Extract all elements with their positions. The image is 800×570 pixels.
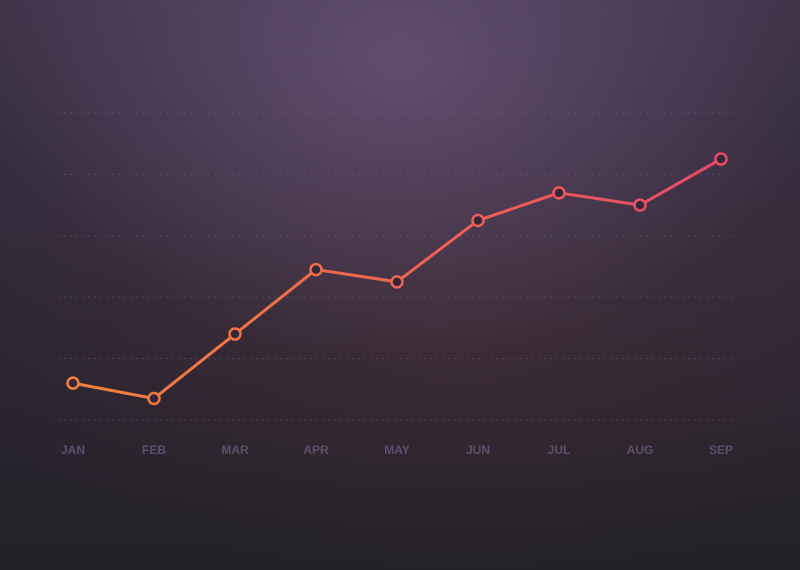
- data-point-apr[interactable]: [309, 262, 323, 277]
- x-axis-tick-labels: JAN FEB MAR APR MAY JUN JUL AUG SEP: [61, 443, 733, 457]
- data-point-jul[interactable]: [552, 186, 566, 200]
- data-point-jan[interactable]: [66, 376, 80, 390]
- x-tick-label-may: MAY: [384, 443, 410, 457]
- data-points: [66, 152, 728, 406]
- gridlines: [58, 112, 735, 421]
- data-point-mar[interactable]: [228, 327, 242, 341]
- data-point-jun[interactable]: [471, 213, 485, 228]
- data-point-may[interactable]: [390, 275, 404, 289]
- x-tick-label-apr: APR: [303, 443, 329, 457]
- x-tick-label-feb: FEB: [142, 443, 166, 457]
- x-tick-label-jun: JUN: [466, 443, 490, 457]
- data-point-feb[interactable]: [147, 391, 161, 406]
- x-tick-label-sep: SEP: [709, 443, 733, 457]
- x-tick-label-aug: AUG: [627, 443, 654, 457]
- x-tick-label-mar: MAR: [221, 443, 249, 457]
- x-tick-label-jul: JUL: [548, 443, 571, 457]
- data-point-aug[interactable]: [633, 198, 647, 212]
- data-point-sep[interactable]: [714, 152, 728, 166]
- x-tick-label-jan: JAN: [61, 443, 85, 457]
